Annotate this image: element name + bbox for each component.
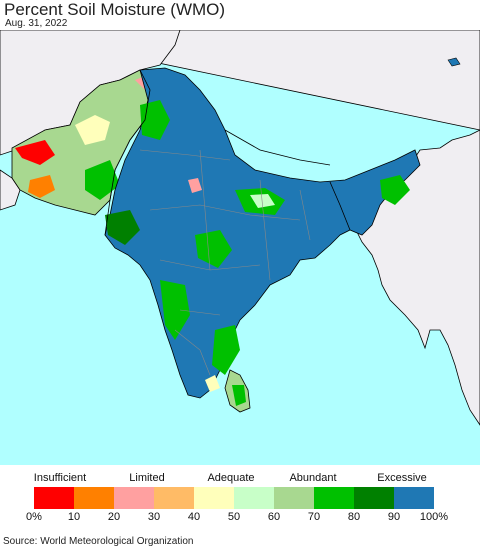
region-sri-lanka-green <box>232 385 246 406</box>
region-pakistan-yellow <box>75 115 110 145</box>
legend-tick-label: 20 <box>107 511 121 523</box>
state-borders <box>139 149 311 376</box>
legend-tick-label: 50 <box>227 511 241 523</box>
national-borders <box>104 69 351 236</box>
patch-tamilnadu-yellow <box>205 375 220 392</box>
map-date: Aug. 31, 2022 <box>5 18 68 29</box>
legend-swatch <box>394 487 434 509</box>
legend-tick-label: 0% <box>26 511 42 523</box>
region-pakistan-orange <box>28 175 55 198</box>
region-pakistan-green <box>85 160 120 200</box>
patch-east-coast-green <box>212 325 240 375</box>
land-southwest-coast <box>0 169 21 211</box>
region-pakistan-red <box>15 140 55 165</box>
patch-central-green <box>195 230 232 268</box>
legend-swatch <box>34 487 74 509</box>
patch-south-green <box>160 280 190 340</box>
legend-swatch <box>114 487 154 509</box>
legend-tick-label: 10 <box>67 511 81 523</box>
legend-tick-label: 80 <box>347 511 361 523</box>
legend-category-adequate: Adequate <box>207 472 255 484</box>
legend-swatch <box>234 487 274 509</box>
legend-swatch <box>194 487 234 509</box>
island-small <box>447 57 461 67</box>
legend-tick-label: 40 <box>187 511 201 523</box>
legend-swatch <box>74 487 114 509</box>
soil-moisture-map <box>0 30 480 465</box>
legend-tick-label: 70 <box>307 511 321 523</box>
legend-swatch <box>154 487 194 509</box>
legend: Insufficient Limited Adequate Abundant E… <box>0 465 480 525</box>
patch-up-light <box>250 194 275 208</box>
legend-swatch <box>314 487 354 509</box>
legend-tick-label: 100% <box>419 511 449 523</box>
legend-tick-label: 90 <box>387 511 401 523</box>
legend-category-abundant: Abundant <box>289 472 337 484</box>
patch-gujarat-green <box>105 210 140 245</box>
patch-delhi-pink <box>188 178 202 193</box>
legend-swatch <box>354 487 394 509</box>
legend-tick-label: 30 <box>147 511 161 523</box>
legend-tick-label: 60 <box>267 511 281 523</box>
legend-swatch <box>274 487 314 509</box>
page-title: Percent Soil Moisture (WMO) <box>4 0 226 19</box>
legend-category-excessive: Excessive <box>377 472 427 484</box>
legend-category-limited: Limited <box>129 472 165 484</box>
source-credit: Source: World Meteorological Organizatio… <box>3 536 194 547</box>
patch-northwest-green <box>140 100 170 140</box>
patch-northeast-green <box>380 175 410 205</box>
legend-category-insufficient: Insufficient <box>33 472 87 484</box>
land-outside-region <box>0 30 480 426</box>
